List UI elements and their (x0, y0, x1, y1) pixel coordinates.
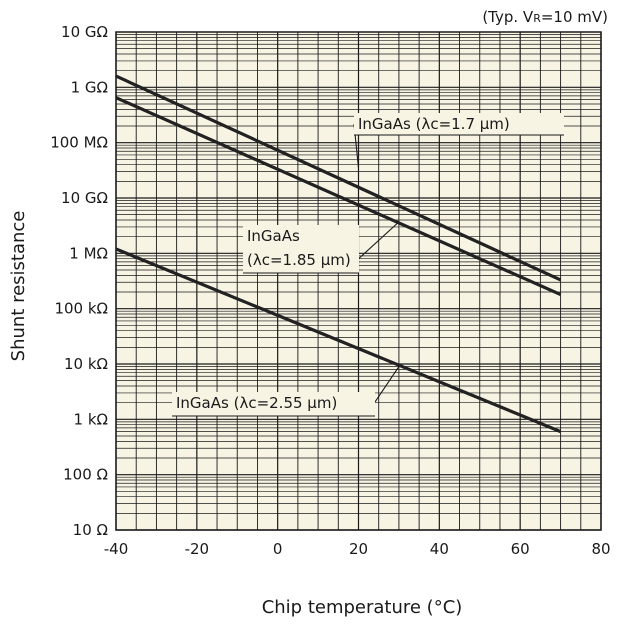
y-tick-label: 10 kΩ (64, 355, 108, 373)
annotation-leader (354, 221, 400, 263)
y-tick-label: 1 GΩ (71, 78, 108, 96)
y-tick-label: 10 GΩ (61, 189, 108, 207)
x-tick-label: -20 (185, 540, 210, 558)
x-tick-label: 0 (273, 540, 283, 558)
annotation-box (243, 225, 359, 273)
y-tick-label: 100 Ω (63, 466, 108, 484)
annotations: InGaAs (λc=1.7 μm) InGaAs (λc=1.85 μm) InGa… (172, 113, 564, 417)
x-tick-label: -40 (104, 540, 129, 558)
series-layer (115, 74, 562, 434)
annotation-box (172, 392, 375, 416)
y-tick-label: 10 Ω (73, 521, 108, 539)
y-tick-label: 1 kΩ (74, 410, 108, 428)
plot-frame (115, 31, 602, 531)
annotation-leader (374, 366, 400, 403)
y-tick-label: 10 GΩ (61, 23, 108, 41)
y-tick-label: 100 kΩ (54, 300, 108, 318)
annotation-label: InGaAs (λc=2.55 μm) (176, 394, 337, 412)
annotation-label: InGaAs (λc=1.7 μm) (358, 115, 510, 133)
annotation-label: (λc=1.85 μm) (247, 251, 351, 269)
series-line (115, 74, 562, 282)
x-tick-label: 80 (591, 540, 610, 558)
y-tick-label: 1 MΩ (69, 244, 108, 262)
x-tick-labels: -40 -20 0 20 40 60 80 (104, 540, 611, 558)
series-line (115, 96, 562, 297)
y-tick-label: 100 MΩ (50, 134, 108, 152)
y-tick-labels: 10 GΩ 1 GΩ 100 MΩ 10 GΩ 1 MΩ 100 kΩ 10 kΩ 1 kΩ 1… (50, 23, 108, 539)
x-tick-label: 20 (349, 540, 368, 558)
annotation-box (354, 113, 564, 135)
series-line (115, 247, 562, 434)
x-axis-label: Chip temperature (°C) (262, 597, 463, 618)
condition-note: (Typ. VR=10 mV) (482, 8, 608, 26)
x-tick-label: 60 (511, 540, 530, 558)
y-axis-label: Shunt resistance (8, 211, 29, 362)
x-tick-label: 40 (430, 540, 449, 558)
annotation-label: InGaAs (247, 227, 300, 245)
